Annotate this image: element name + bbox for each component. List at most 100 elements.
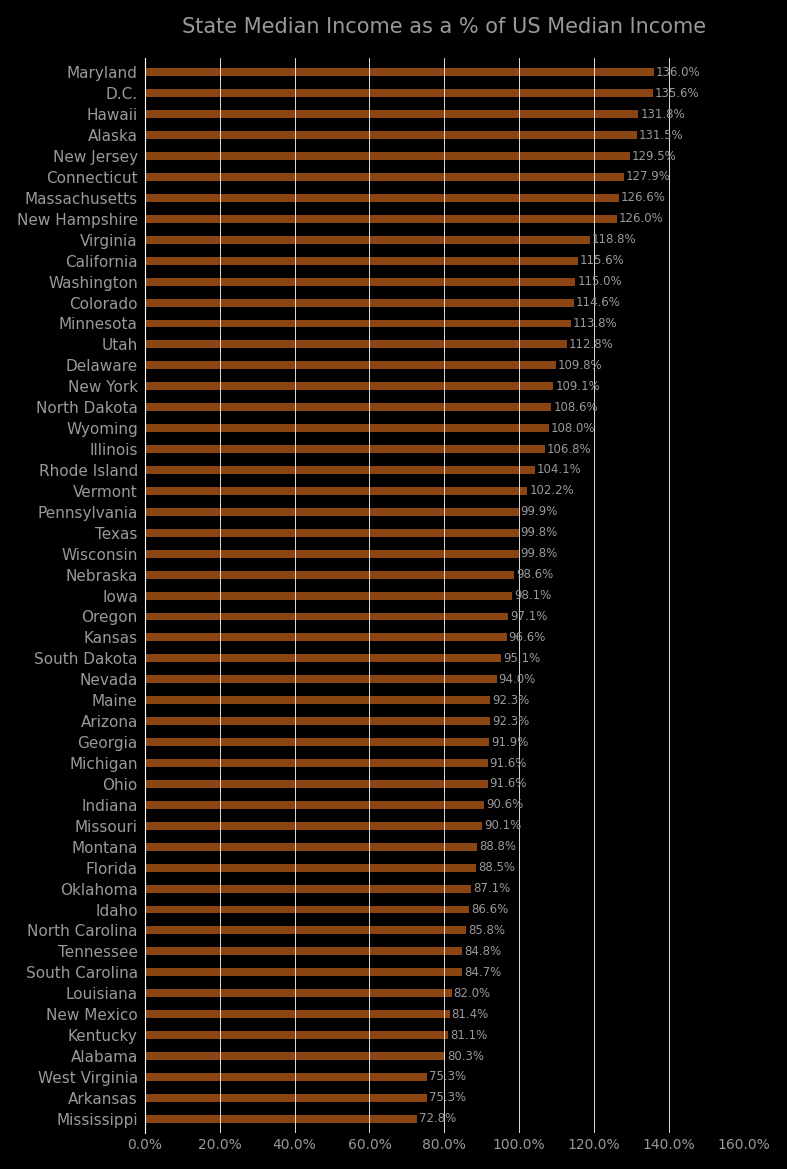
Bar <box>145 257 578 264</box>
Bar <box>145 549 519 558</box>
Text: 135.6%: 135.6% <box>655 87 699 99</box>
Bar <box>145 864 476 872</box>
Text: 91.6%: 91.6% <box>490 777 527 790</box>
Text: 108.6%: 108.6% <box>553 401 598 414</box>
Bar <box>145 152 630 160</box>
Text: 88.5%: 88.5% <box>478 862 515 874</box>
Text: 82.0%: 82.0% <box>454 987 491 999</box>
Text: 99.9%: 99.9% <box>521 505 558 518</box>
Text: 95.1%: 95.1% <box>503 652 540 665</box>
Text: 84.8%: 84.8% <box>464 945 501 957</box>
Bar <box>145 822 482 830</box>
Bar <box>145 528 519 537</box>
Text: 129.5%: 129.5% <box>632 150 676 162</box>
Bar <box>145 676 497 683</box>
Bar <box>145 1010 449 1018</box>
Text: 75.3%: 75.3% <box>429 1071 466 1084</box>
Text: 108.0%: 108.0% <box>551 422 596 435</box>
Text: 81.1%: 81.1% <box>450 1029 488 1042</box>
Text: 98.1%: 98.1% <box>514 589 551 602</box>
Text: 98.6%: 98.6% <box>516 568 553 581</box>
Bar <box>145 278 575 285</box>
Bar <box>145 968 462 976</box>
Text: 136.0%: 136.0% <box>656 65 700 78</box>
Bar <box>145 570 514 579</box>
Text: 87.1%: 87.1% <box>473 883 510 895</box>
Bar <box>145 843 477 851</box>
Text: 127.9%: 127.9% <box>626 171 671 184</box>
Text: 86.6%: 86.6% <box>471 902 508 916</box>
Bar <box>145 655 501 663</box>
Bar <box>145 131 637 139</box>
Text: 92.3%: 92.3% <box>493 714 530 727</box>
Title: State Median Income as a % of US Median Income: State Median Income as a % of US Median … <box>183 16 707 36</box>
Bar <box>145 1073 427 1081</box>
Bar <box>145 382 553 390</box>
Text: 84.7%: 84.7% <box>464 966 501 978</box>
Text: 81.4%: 81.4% <box>452 1008 489 1021</box>
Bar <box>145 989 452 997</box>
Bar <box>145 1115 417 1122</box>
Bar <box>145 906 469 913</box>
Text: 99.8%: 99.8% <box>520 547 558 560</box>
Bar <box>145 759 488 767</box>
Text: 90.1%: 90.1% <box>484 819 521 832</box>
Bar <box>145 1052 445 1060</box>
Text: 131.5%: 131.5% <box>639 129 684 141</box>
Bar <box>145 613 508 621</box>
Bar <box>145 487 527 494</box>
Text: 104.1%: 104.1% <box>537 463 582 477</box>
Text: 91.6%: 91.6% <box>490 756 527 769</box>
Bar <box>145 194 619 202</box>
Bar <box>145 717 490 725</box>
Text: 126.6%: 126.6% <box>621 192 666 205</box>
Bar <box>145 1031 449 1039</box>
Bar <box>145 780 488 788</box>
Text: 75.3%: 75.3% <box>429 1092 466 1105</box>
Bar <box>145 110 638 118</box>
Text: 99.8%: 99.8% <box>520 526 558 539</box>
Text: 115.6%: 115.6% <box>579 254 624 268</box>
Bar <box>145 68 654 76</box>
Text: 85.8%: 85.8% <box>468 924 505 936</box>
Text: 131.8%: 131.8% <box>640 108 685 120</box>
Bar <box>145 424 549 433</box>
Bar <box>145 1094 427 1102</box>
Text: 97.1%: 97.1% <box>510 610 548 623</box>
Bar <box>145 507 519 516</box>
Bar <box>145 466 534 473</box>
Bar <box>145 445 545 454</box>
Text: 106.8%: 106.8% <box>547 443 591 456</box>
Text: 72.8%: 72.8% <box>419 1113 456 1126</box>
Bar <box>145 215 617 223</box>
Bar <box>145 236 589 243</box>
Text: 113.8%: 113.8% <box>573 317 618 330</box>
Bar <box>145 298 574 306</box>
Text: 126.0%: 126.0% <box>619 213 663 226</box>
Bar <box>145 592 512 600</box>
Bar <box>145 885 471 893</box>
Text: 96.6%: 96.6% <box>508 631 545 644</box>
Text: 80.3%: 80.3% <box>447 1050 484 1063</box>
Bar <box>145 697 490 704</box>
Text: 109.8%: 109.8% <box>558 359 603 372</box>
Bar <box>145 738 489 746</box>
Bar <box>145 801 484 809</box>
Text: 118.8%: 118.8% <box>592 234 636 247</box>
Text: 92.3%: 92.3% <box>493 693 530 707</box>
Bar <box>145 89 652 97</box>
Text: 102.2%: 102.2% <box>530 484 574 498</box>
Bar <box>145 319 571 327</box>
Bar <box>145 361 556 369</box>
Text: 94.0%: 94.0% <box>499 673 536 686</box>
Text: 109.1%: 109.1% <box>555 380 600 393</box>
Text: 114.6%: 114.6% <box>576 296 621 309</box>
Text: 90.6%: 90.6% <box>486 798 523 811</box>
Text: 91.9%: 91.9% <box>491 735 528 748</box>
Bar <box>145 634 507 642</box>
Bar <box>145 403 552 411</box>
Bar <box>145 927 466 934</box>
Bar <box>145 947 462 955</box>
Text: 115.0%: 115.0% <box>578 275 622 288</box>
Bar <box>145 173 624 181</box>
